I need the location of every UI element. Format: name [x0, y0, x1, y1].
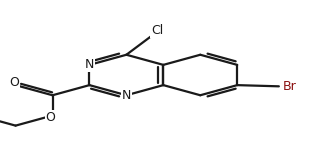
Text: Cl: Cl — [151, 24, 163, 37]
Text: N: N — [85, 58, 94, 71]
Text: O: O — [9, 76, 19, 89]
Text: N: N — [122, 89, 131, 102]
Text: O: O — [46, 111, 56, 124]
Text: Br: Br — [283, 80, 297, 93]
